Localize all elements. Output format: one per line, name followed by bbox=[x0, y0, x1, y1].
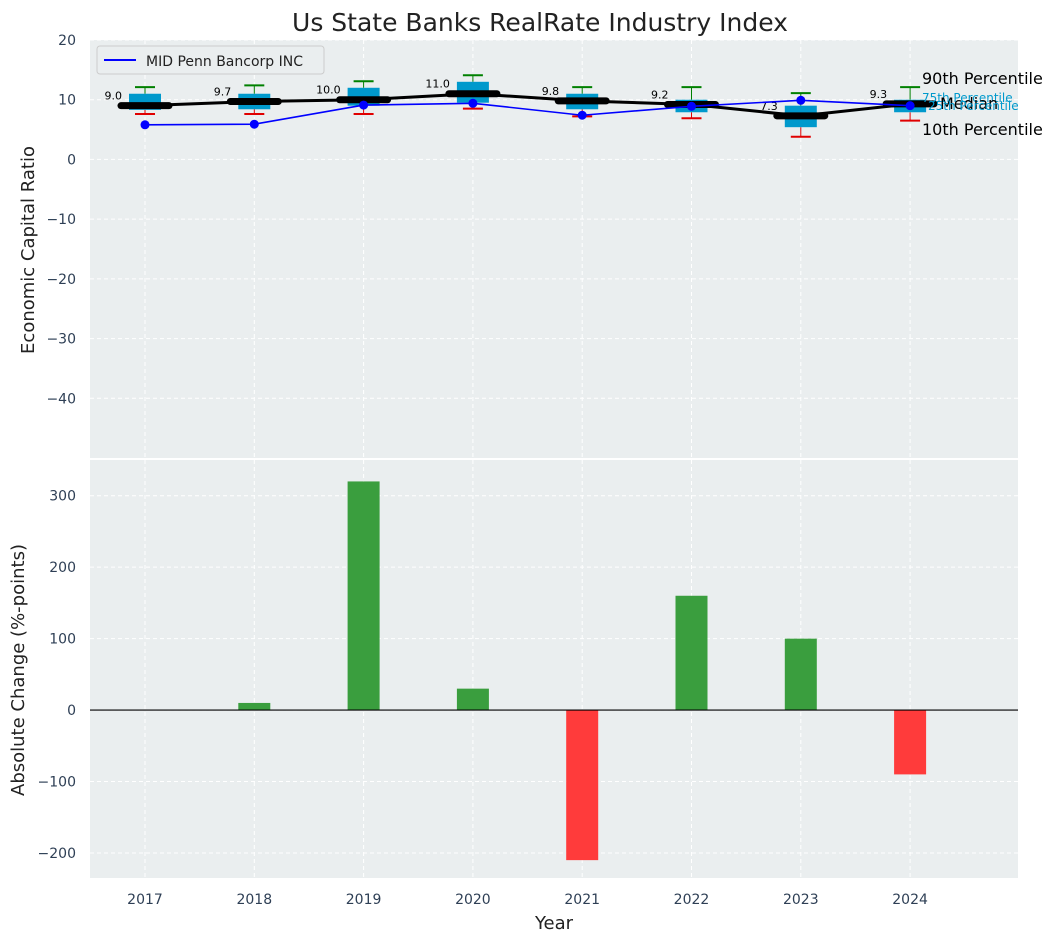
top-y-axis-label: Economic Capital Ratio bbox=[18, 146, 39, 354]
company-line bbox=[144, 99, 911, 126]
median-value-label: 9.8 bbox=[542, 85, 560, 98]
bottom-y-tick-label: 100 bbox=[49, 632, 76, 648]
bottom-panel-background bbox=[90, 460, 1018, 878]
change-bar bbox=[675, 595, 708, 711]
median-value-label: 7.3 bbox=[760, 100, 778, 113]
top-y-tick-label: −30 bbox=[46, 332, 76, 348]
x-ticks: 2017 2018 2019 2020 2021 2022 2023 2024 bbox=[127, 892, 928, 908]
percentile-label-25: 25th Percentile bbox=[928, 99, 1019, 113]
x-tick-label: 2023 bbox=[783, 892, 819, 908]
bottom-y-tick-label: 300 bbox=[49, 489, 76, 505]
change-bar bbox=[456, 688, 489, 711]
median-value-label: 9.7 bbox=[214, 86, 232, 99]
x-axis-label: Year bbox=[534, 913, 574, 934]
median-value-label: 9.2 bbox=[651, 88, 669, 101]
change-bar bbox=[347, 481, 380, 711]
company-point bbox=[905, 101, 915, 111]
legend: MID Penn Bancorp INC bbox=[96, 45, 325, 75]
bottom-panel: 300 200 100 0 −100 −200 Absolute Change (%-po… bbox=[8, 460, 1018, 934]
company-point bbox=[249, 119, 259, 129]
top-marks: 9.0 9.7 10.0 11.0 9.8 9.2 7.3 9.3 bbox=[105, 74, 938, 138]
x-tick-label: 2018 bbox=[236, 892, 272, 908]
percentile-label-90: 90th Percentile bbox=[922, 69, 1043, 88]
company-point bbox=[468, 98, 478, 108]
bottom-y-ticks: 300 200 100 0 −100 −200 bbox=[38, 489, 76, 862]
percentile-label-median: Median bbox=[940, 94, 998, 113]
percentile-labels: 90th Percentile 75th Percentile Median 2… bbox=[922, 69, 1043, 139]
x-tick-label: 2020 bbox=[455, 892, 491, 908]
top-y-tick-label: −40 bbox=[46, 391, 76, 407]
bottom-y-tick-label: 0 bbox=[67, 703, 76, 719]
x-tick-label: 2021 bbox=[564, 892, 600, 908]
median-value-label: 9.3 bbox=[870, 88, 888, 101]
company-point bbox=[359, 100, 369, 110]
median-value-label: 10.0 bbox=[316, 84, 341, 97]
x-tick-label: 2024 bbox=[892, 892, 928, 908]
top-y-tick-label: 0 bbox=[67, 152, 76, 168]
bottom-y-tick-label: 200 bbox=[49, 560, 76, 576]
legend-label: MID Penn Bancorp INC bbox=[146, 54, 303, 70]
company-point bbox=[796, 95, 806, 105]
top-y-tick-label: −10 bbox=[46, 212, 76, 228]
bottom-y-axis-label: Absolute Change (%-points) bbox=[8, 544, 29, 796]
top-y-tick-label: 10 bbox=[58, 93, 76, 109]
bottom-y-tick-label: −100 bbox=[38, 775, 76, 791]
bottom-y-tick-label: −200 bbox=[38, 846, 76, 862]
company-point bbox=[577, 110, 587, 120]
change-bar bbox=[784, 638, 817, 711]
legend-box bbox=[96, 45, 325, 75]
x-tick-label: 2022 bbox=[674, 892, 710, 908]
top-y-tick-label: −20 bbox=[46, 272, 76, 288]
top-panel: 20 10 0 −10 −20 −30 −40 Economic Capital Ratio… bbox=[18, 33, 1043, 458]
change-bar bbox=[238, 702, 271, 711]
bottom-marks bbox=[238, 481, 927, 861]
median-value-label: 9.0 bbox=[105, 90, 123, 103]
percentile-label-75: 75th Percentile bbox=[922, 91, 1013, 105]
top-y-ticks: 20 10 0 −10 −20 −30 −40 bbox=[46, 33, 76, 407]
x-tick-label: 2019 bbox=[346, 892, 382, 908]
x-tick-label: 2017 bbox=[127, 892, 163, 908]
percentile-label-10: 10th Percentile bbox=[922, 120, 1043, 139]
median-value-label: 11.0 bbox=[425, 78, 450, 91]
change-bar bbox=[894, 710, 927, 775]
company-point bbox=[687, 101, 696, 111]
company-point bbox=[140, 120, 150, 130]
change-bar bbox=[566, 710, 599, 861]
chart-title: Us State Banks RealRate Industry Index bbox=[292, 8, 788, 37]
top-y-tick-label: 20 bbox=[58, 33, 76, 49]
